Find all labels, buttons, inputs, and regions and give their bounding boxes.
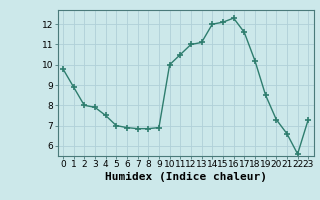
X-axis label: Humidex (Indice chaleur): Humidex (Indice chaleur) bbox=[105, 172, 267, 182]
